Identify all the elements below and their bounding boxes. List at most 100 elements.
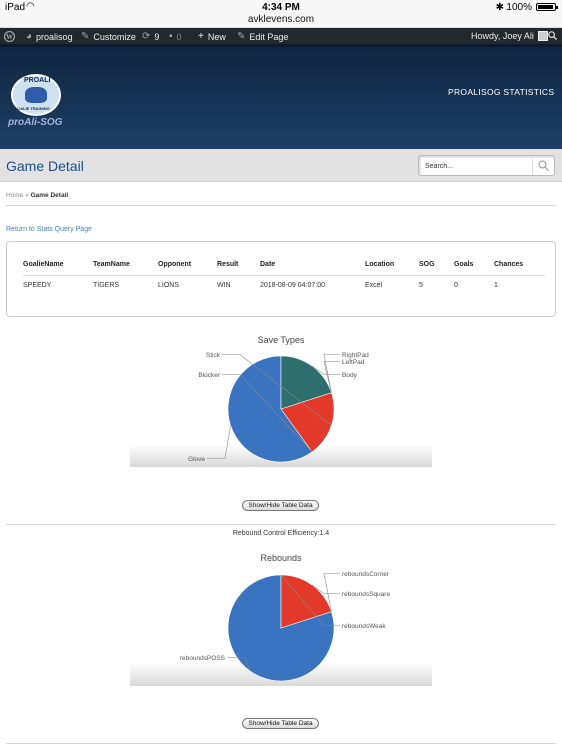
table-header-row: GoalieName TeamName Opponent Result Date…	[23, 259, 545, 276]
greeting: Howdy, Joey Ali	[471, 31, 534, 41]
account-menu[interactable]: Howdy, Joey Ali	[471, 31, 548, 41]
clock: 4:34 PM	[262, 2, 300, 13]
edit-page-label: Edit Page	[249, 31, 289, 42]
address-bar[interactable]: avklevens.com	[0, 14, 562, 28]
site-name-menu[interactable]: ◕ proalisog	[26, 31, 73, 42]
pie-label-leader	[323, 573, 340, 612]
new-label: New	[207, 31, 226, 42]
column-header: Location	[365, 259, 419, 276]
pie-label-leader	[207, 425, 231, 459]
pie-label-leftpad: LeftPad	[342, 359, 365, 366]
rebounds-chart-title: Rebounds	[260, 553, 302, 563]
battery-icon	[536, 3, 558, 11]
logo-badge-top-text: PROALI	[24, 77, 51, 84]
pie-label-reboundsposs: reboundsPOSS	[180, 655, 226, 662]
header-strip	[0, 44, 562, 47]
wifi-icon: ◠	[26, 1, 35, 12]
wordpress-logo-icon[interactable]: W	[4, 31, 15, 42]
avatar	[537, 31, 548, 41]
updates-count: 9	[154, 31, 160, 42]
ios-status-bar: iPad ◠ 4:34 PM ✱ 100%	[0, 0, 562, 14]
pie-label-rightpad: RightPad	[342, 352, 369, 359]
carrier-label: iPad	[5, 2, 26, 13]
site-name: proalisog	[36, 31, 73, 42]
divider	[6, 743, 556, 744]
site-logo[interactable]: PROALI GOALIE TRAINING proAli-SOG	[8, 74, 68, 134]
breadcrumb-separator: »	[25, 192, 29, 199]
return-to-stats-link[interactable]: Return to Stats Query Page	[6, 226, 92, 233]
site-header: PROALI GOALIE TRAINING proAli-SOG PROALI…	[0, 44, 562, 149]
table-cell: SPEEDY	[23, 281, 52, 289]
pie-label-reboundscorner: reboundsCorner	[342, 571, 390, 578]
divider	[6, 524, 556, 525]
pie-label-leader	[323, 361, 340, 393]
column-header: Opponent	[158, 259, 217, 276]
rebounds-chart: reboundsPOSS reboundsCorner reboundsSquare…	[130, 569, 432, 686]
table-cell: LIONS	[158, 281, 180, 289]
url-text: avklevens.com	[247, 14, 315, 25]
pie-slice-glove	[227, 355, 313, 463]
pie-label-body: Body	[342, 372, 358, 379]
logo-badge-bottom-text: GOALIE TRAINING	[14, 106, 50, 111]
new-content-menu[interactable]: + New	[198, 31, 226, 42]
pie-label-leader	[311, 584, 340, 594]
rebound-control-efficiency: Rebound Control Efficiency:1.4	[232, 530, 330, 537]
toggle-rebounds-table-button[interactable]: Show/Hide Table Data	[242, 718, 319, 729]
game-stats-panel: GoalieName TeamName Opponent Result Date…	[6, 241, 556, 317]
column-header: Date	[260, 259, 365, 276]
comment-icon: ▪	[169, 31, 173, 42]
wp-admin-bar: W ◕ proalisog ✎ Customize ⟳ 9 ▪ 0 + New …	[0, 28, 562, 44]
search-button[interactable]	[532, 156, 554, 175]
pie-label-glove: Glove	[188, 456, 205, 463]
breadcrumb-home[interactable]: Home	[6, 192, 24, 199]
column-header: TeamName	[93, 259, 158, 276]
pencil-icon: ✎	[237, 31, 246, 42]
pie-label-leader	[227, 657, 251, 671]
customize-label: Customize	[93, 31, 136, 42]
column-header: SOG	[419, 259, 454, 276]
goalie-figure-icon	[25, 87, 47, 103]
breadcrumb-current: Game Detail	[30, 192, 69, 199]
column-header: Chances	[494, 259, 545, 276]
table-cell: 2018-08-09 04:07:00	[260, 281, 325, 289]
updates-menu[interactable]: ⟳ 9	[142, 31, 159, 42]
save-types-chart-title: Save Types	[257, 335, 305, 345]
table-cell: 5	[419, 281, 423, 289]
dashboard-icon: ◕	[26, 31, 33, 42]
edit-page-menu[interactable]: ✎ Edit Page	[237, 31, 288, 42]
pie-label-leader	[280, 574, 340, 626]
search-box	[418, 155, 555, 176]
comments-count: 0	[176, 31, 182, 42]
nav-link-statistics[interactable]: PROALISOG STATISTICS	[448, 87, 555, 97]
toggle-save-types-table-button[interactable]: Show/Hide Table Data	[242, 500, 319, 511]
table-cell: Excel	[365, 281, 383, 289]
column-header: GoalieName	[23, 259, 93, 276]
breadcrumb: Home » Game Detail	[6, 192, 68, 199]
plus-icon: +	[198, 31, 204, 42]
search-icon	[538, 160, 549, 171]
search-input[interactable]	[425, 159, 529, 173]
divider	[6, 205, 556, 206]
table-cell: 0	[454, 281, 458, 289]
logo-badge	[11, 74, 61, 116]
table-cell: 1	[494, 281, 498, 289]
pie-slice-reboundssquare	[280, 574, 332, 629]
pie-label-leader	[311, 365, 340, 375]
customize-menu[interactable]: ✎ Customize	[81, 31, 136, 42]
pie-label-leader	[222, 354, 332, 426]
svg-text:W: W	[6, 33, 13, 41]
table-cell: WIN	[217, 281, 231, 289]
column-header: Goals	[454, 259, 494, 276]
bluetooth-icon: ✱	[495, 2, 504, 13]
page-title-bar: Game Detail	[0, 149, 562, 182]
battery-percent: 100%	[506, 2, 532, 13]
admin-search-icon[interactable]	[548, 31, 557, 40]
comments-menu[interactable]: ▪ 0	[169, 31, 182, 42]
page-title: Game Detail	[6, 158, 84, 174]
table-row: SPEEDY TIGERS LIONS WIN 2018-08-09 04:07…	[23, 275, 545, 289]
save-types-chart: Glove Blocker Stick RightPad LeftPad Body	[130, 350, 432, 467]
pie-label-leader	[222, 374, 313, 453]
updates-icon: ⟳	[142, 31, 151, 42]
table-cell: TIGERS	[93, 281, 120, 289]
